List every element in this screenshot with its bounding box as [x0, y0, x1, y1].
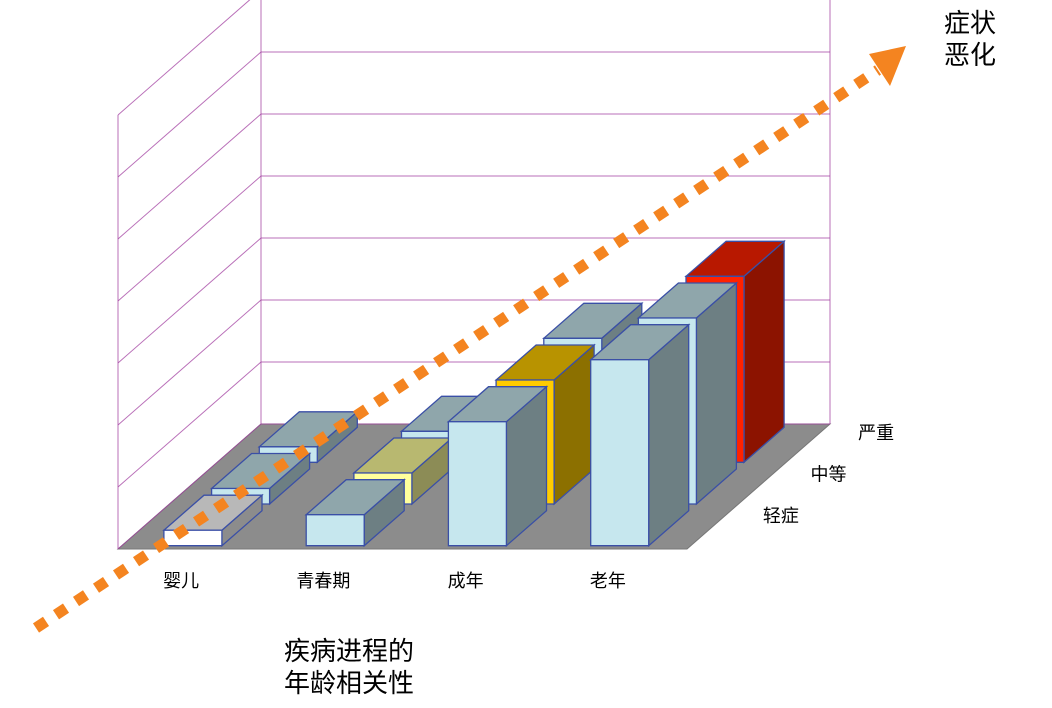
- bar-front: [163, 529, 223, 547]
- x-tick-label: 成年: [448, 571, 484, 592]
- depth-tick-label: 轻症: [763, 506, 799, 527]
- bar-side: [648, 323, 690, 548]
- bar-轻症-成年: [446, 385, 549, 548]
- bar-side: [743, 239, 785, 464]
- bar-轻症-老年: [588, 323, 691, 548]
- x-tick-label: 婴儿: [163, 571, 199, 592]
- gridline: [117, 0, 251, 116]
- bar-front: [447, 421, 508, 547]
- depth-tick-label: 严重: [858, 423, 894, 444]
- depth-tick-label: 中等: [811, 465, 847, 486]
- bar-front: [305, 514, 365, 547]
- chart-bars: [162, 239, 786, 548]
- bar-front: [590, 359, 650, 547]
- trend-arrow-line: [32, 65, 882, 633]
- x-tick-label: 老年: [590, 571, 626, 592]
- trend-arrow: [32, 46, 906, 633]
- arrow-label-line: 恶化: [944, 41, 996, 71]
- caption-line: 年龄相关性: [284, 669, 414, 699]
- bar-side: [695, 281, 738, 506]
- trend-arrow-head: [869, 46, 906, 86]
- bar-轻症-青春期: [304, 478, 406, 548]
- arrow-label-line: 症状: [944, 9, 996, 39]
- x-tick-labels: 婴儿 青春期 成年 老年: [163, 571, 626, 592]
- caption-line: 疾病进程的: [284, 637, 414, 667]
- x-tick-label: 青春期: [296, 571, 350, 592]
- bar-轻症-婴儿: [162, 493, 264, 548]
